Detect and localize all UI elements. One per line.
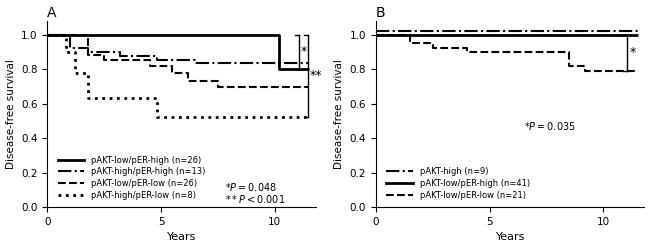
Text: **: ** — [309, 69, 322, 83]
Text: A: A — [47, 5, 57, 20]
Text: B: B — [376, 5, 385, 20]
Text: *: * — [300, 45, 307, 58]
Text: $*P = 0.035$: $*P = 0.035$ — [524, 120, 576, 132]
X-axis label: Years: Years — [495, 232, 525, 243]
Text: $*P = 0.048$: $*P = 0.048$ — [225, 181, 277, 193]
Y-axis label: Disease-free survival: Disease-free survival — [334, 59, 345, 169]
Text: $**P < 0.001$: $**P < 0.001$ — [225, 193, 285, 205]
Text: *: * — [629, 46, 636, 59]
X-axis label: Years: Years — [167, 232, 196, 243]
Legend: pAKT-high (n=9), pAKT-low/pER-high (n=41), pAKT-low/pER-low (n=21): pAKT-high (n=9), pAKT-low/pER-high (n=41… — [385, 167, 530, 201]
Y-axis label: Disease-free survival: Disease-free survival — [6, 59, 16, 169]
Legend: pAKT-low/pER-high (n=26), pAKT-high/pER-high (n=13), pAKT-low/pER-low (n=26), pA: pAKT-low/pER-high (n=26), pAKT-high/pER-… — [57, 155, 206, 201]
